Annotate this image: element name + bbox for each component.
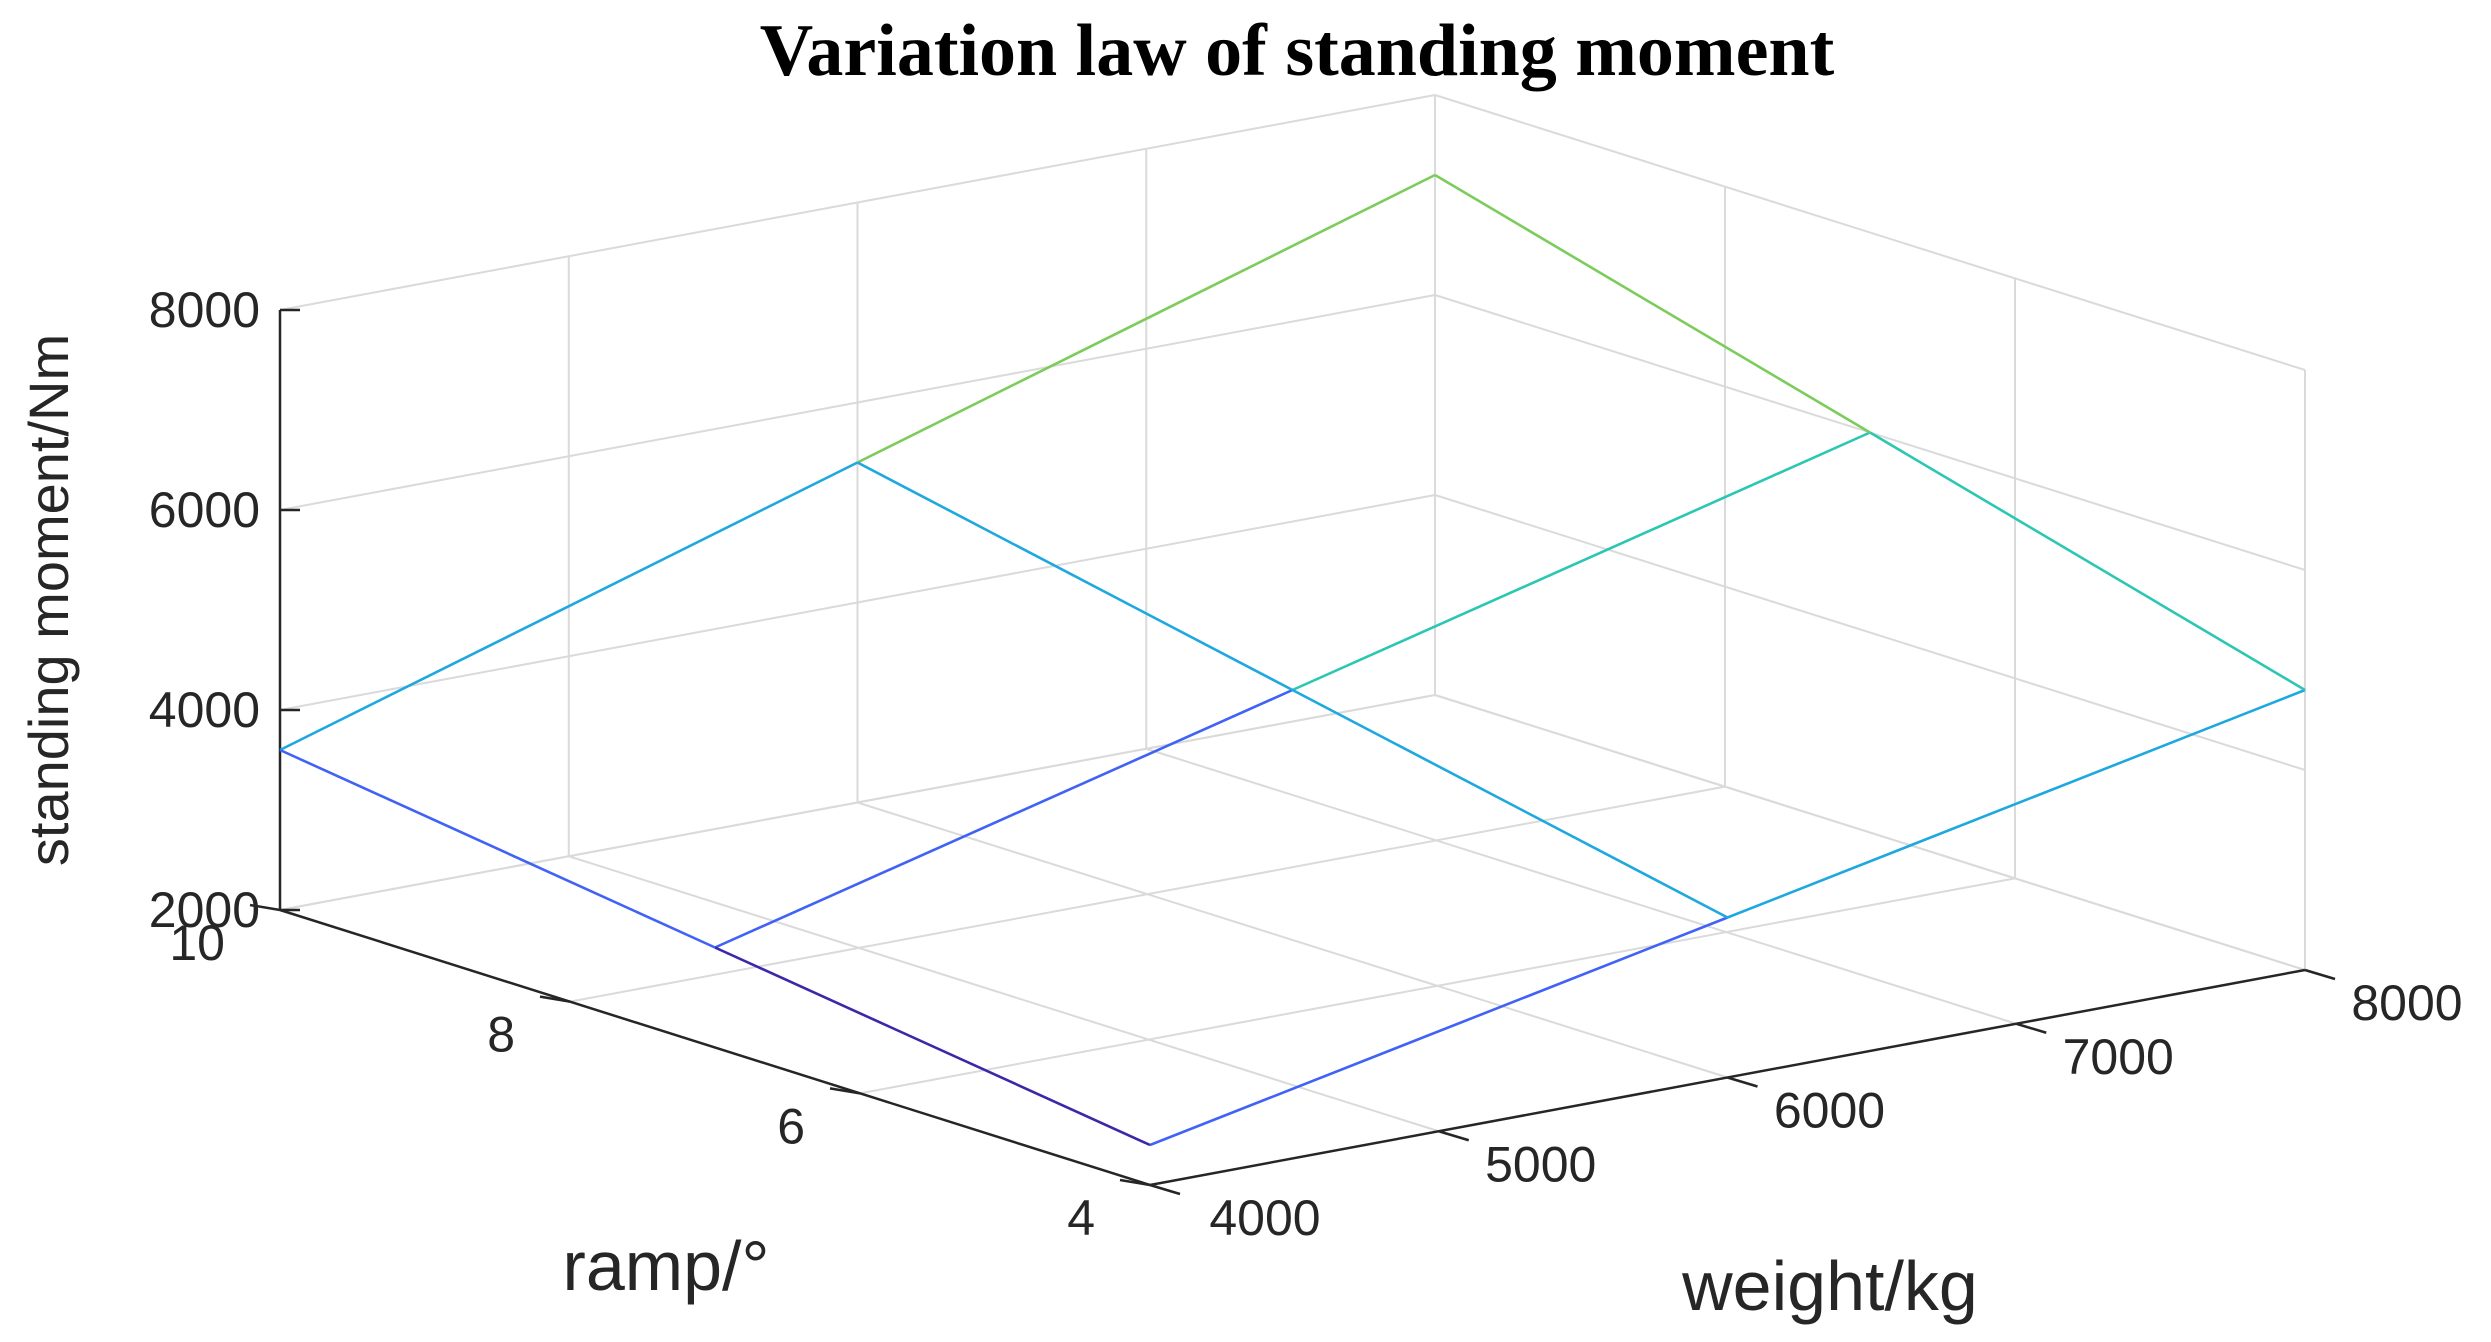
- y-tick-label: 8: [487, 1007, 515, 1063]
- y-axis-label: ramp/°: [563, 1227, 770, 1305]
- y-tick-mark: [249, 903, 281, 912]
- grid-line: [279, 494, 1436, 711]
- x-tick-mark: [1438, 1130, 1470, 1142]
- mesh-edge: [714, 946, 1151, 1147]
- x-tick-label: 7000: [2063, 1029, 2174, 1085]
- x-tick-label: 4000: [1209, 1190, 1320, 1246]
- mesh-edge: [856, 461, 1294, 692]
- mesh-edge: [856, 173, 1436, 464]
- grid-line: [1434, 694, 2306, 971]
- z-axis-label: standing moment/Nm: [17, 334, 80, 866]
- x-axis-label: weight/kg: [1681, 1247, 1978, 1325]
- grid-line: [279, 694, 1436, 911]
- x-tick-mark: [2304, 968, 2336, 981]
- z-tick-label: 4000: [149, 682, 260, 738]
- x-tick-mark: [2015, 1022, 2047, 1034]
- axes: [249, 308, 2336, 1196]
- chart-title: Variation law of standing moment: [760, 10, 1835, 92]
- x-tick-mark: [1149, 1183, 1181, 1196]
- grid-line: [857, 801, 1728, 1079]
- grid-line: [279, 94, 1436, 311]
- y-tick-label: 10: [169, 915, 225, 971]
- grid-line: [568, 855, 1440, 1133]
- grid-line: [569, 785, 1726, 1003]
- grid-line: [1434, 494, 2306, 771]
- x-tick-label: 8000: [2351, 975, 2462, 1031]
- grid-line: [279, 294, 1436, 511]
- x-tick-label: 5000: [1485, 1136, 1596, 1192]
- mesh-edge: [279, 461, 859, 752]
- y-tick-label: 6: [777, 1098, 805, 1154]
- mesh-edge: [279, 748, 716, 949]
- mesh-edge: [714, 688, 1294, 949]
- grid-line: [859, 877, 2016, 1095]
- z-tick-label: 2000: [149, 882, 260, 938]
- x-tick-mark: [1727, 1076, 1758, 1088]
- x-tick-label: 6000: [1774, 1083, 1885, 1139]
- mesh-edge: [1291, 431, 1871, 692]
- y-tick-mark: [1119, 1178, 1151, 1187]
- y-tick-mark: [829, 1087, 861, 1095]
- mesh-edge: [1869, 431, 2306, 692]
- mesh-edge: [1291, 688, 1729, 919]
- grid-lines: [279, 94, 2306, 1186]
- y-axis-line: [279, 908, 1151, 1187]
- surface-mesh: [279, 173, 2306, 1147]
- mesh-edge: [1434, 173, 1871, 434]
- z-tick-label: 8000: [149, 282, 260, 338]
- y-tick-label: 4: [1067, 1190, 1095, 1246]
- grid-line: [1434, 94, 2306, 371]
- mesh-edge: [1149, 916, 1728, 1147]
- y-tick-mark: [539, 995, 571, 1003]
- grid-line: [1145, 747, 2017, 1025]
- z-tick-label: 6000: [149, 482, 260, 538]
- mesh-edge: [1727, 688, 2306, 919]
